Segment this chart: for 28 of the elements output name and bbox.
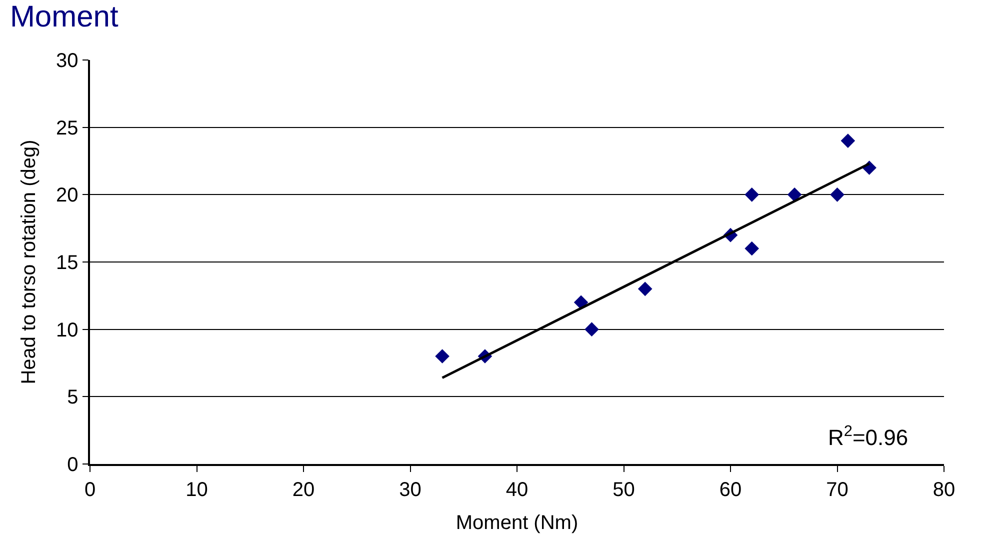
x-tick-label: 40 bbox=[506, 478, 528, 501]
x-axis-title: Moment (Nm) bbox=[456, 512, 578, 534]
point bbox=[787, 188, 802, 202]
y-tick-label: 30 bbox=[56, 50, 78, 72]
point bbox=[744, 241, 759, 256]
y-tick-label: 15 bbox=[56, 252, 78, 274]
point bbox=[638, 282, 652, 296]
point bbox=[584, 322, 599, 336]
x-tick-label: 60 bbox=[719, 478, 742, 501]
x-tick-label: 10 bbox=[186, 478, 208, 501]
x-tick-label: 30 bbox=[399, 478, 422, 501]
y-tick-label: 5 bbox=[67, 386, 78, 409]
x-tick-label: 0 bbox=[84, 478, 96, 501]
y-axis-title: Head to torso rotation (deg) bbox=[18, 140, 40, 384]
point bbox=[830, 188, 844, 202]
point bbox=[744, 188, 759, 202]
y-tick-label: 20 bbox=[56, 184, 78, 207]
annotation: R$^{2}$=0.96 bbox=[828, 423, 908, 450]
y-tick-label: 10 bbox=[56, 319, 78, 342]
y-tick-label: 0 bbox=[67, 454, 78, 476]
x-tick-label: 70 bbox=[826, 478, 848, 501]
point bbox=[840, 134, 856, 148]
x-tick-label: 20 bbox=[292, 478, 315, 501]
y-tick-label: 25 bbox=[56, 117, 78, 140]
x-tick-label: 50 bbox=[612, 478, 635, 501]
point bbox=[435, 349, 450, 364]
chart-title: Moment bbox=[10, 0, 119, 34]
x-tick-label: 80 bbox=[932, 478, 956, 501]
